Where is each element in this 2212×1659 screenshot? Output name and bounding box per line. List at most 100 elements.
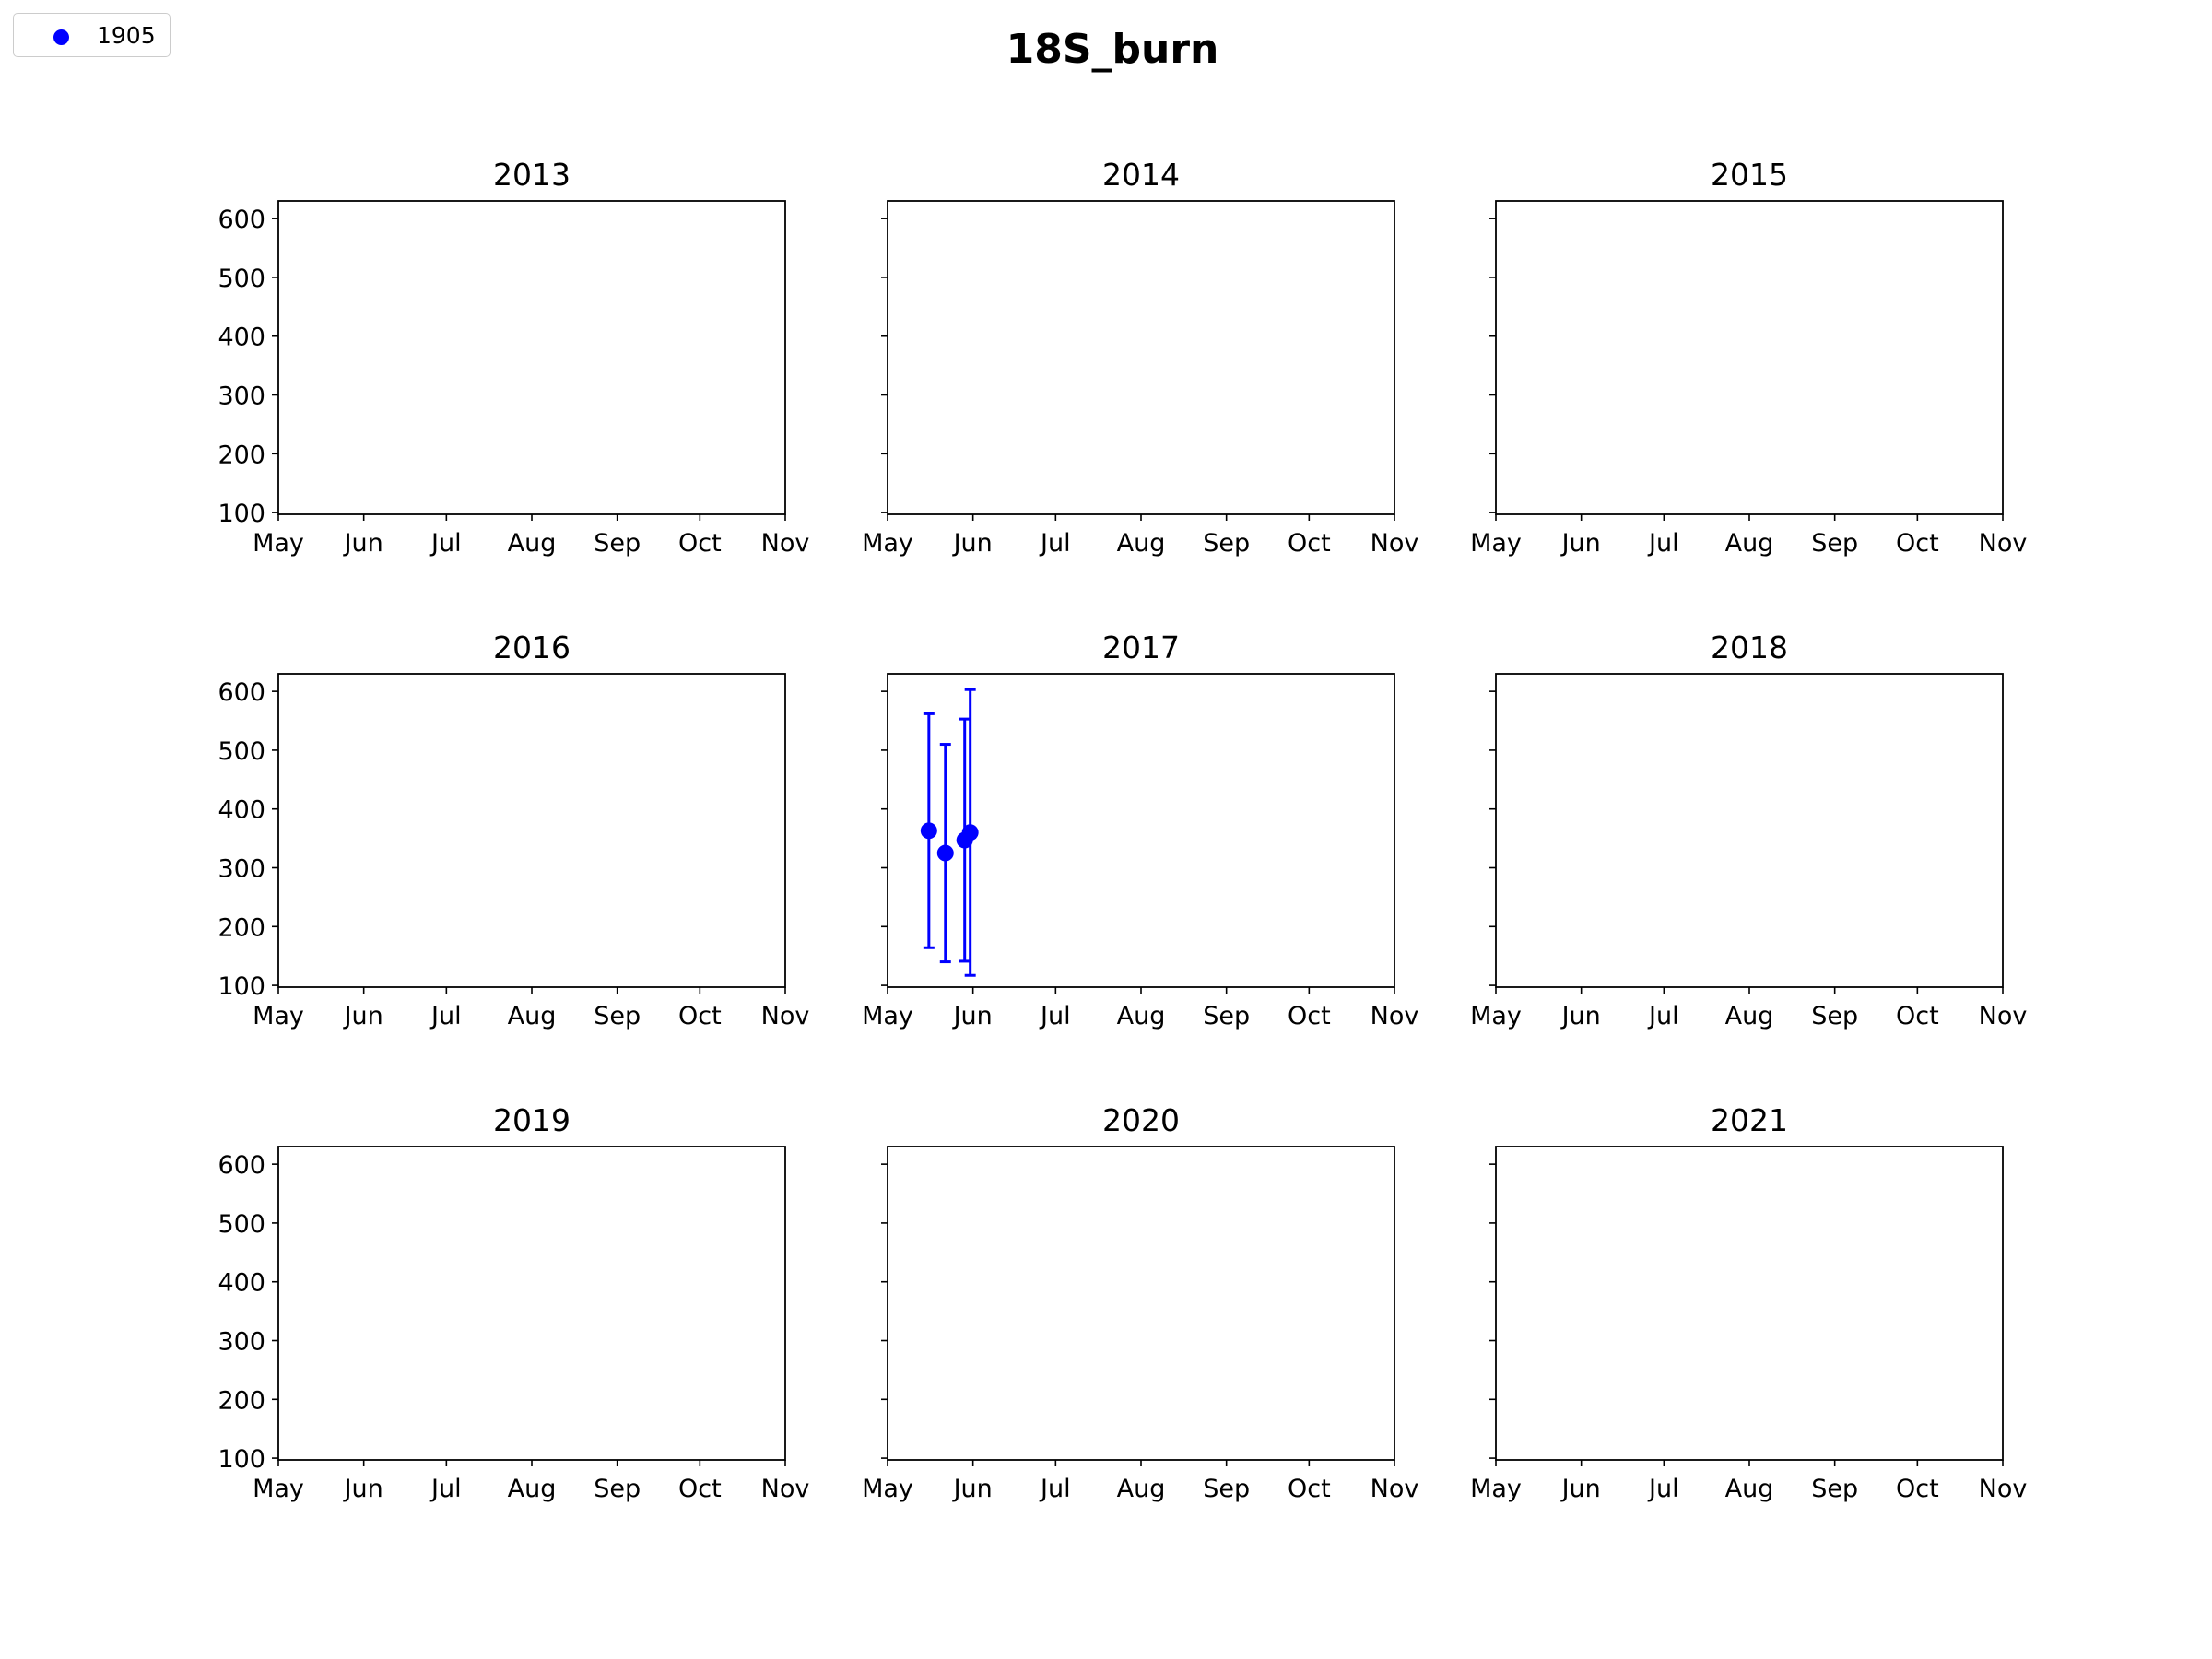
- x-tick-label: May: [253, 529, 304, 558]
- x-tick-label: Oct: [678, 1475, 722, 1503]
- y-tick-label: 100: [218, 1445, 265, 1474]
- x-tick-label: Aug: [1117, 529, 1166, 558]
- x-tick-label: Jul: [1039, 1002, 1071, 1030]
- y-tick-label: 400: [218, 1269, 265, 1298]
- x-tick-label: Oct: [678, 1002, 722, 1030]
- y-tick-label: 200: [218, 441, 265, 469]
- legend-label: 1905: [97, 22, 156, 49]
- x-tick-label: Aug: [508, 1475, 557, 1503]
- subplot-title: 2017: [1102, 629, 1180, 665]
- x-tick-label: May: [1470, 1475, 1522, 1503]
- x-tick-label: Aug: [1117, 1475, 1166, 1503]
- x-tick-label: Nov: [1371, 1475, 1419, 1503]
- x-tick-label: Jul: [1647, 529, 1679, 558]
- subplot-2020: 2020 May Jun Jul Aug Sep Oct Nov: [862, 1102, 1418, 1503]
- x-tick-label: Aug: [508, 1002, 557, 1030]
- y-tick-label: 200: [218, 913, 265, 942]
- x-tick-label: Aug: [1725, 529, 1774, 558]
- x-tick-label: Jun: [952, 1475, 993, 1503]
- subplot-2017: 2017 May Jun Jul Aug Sep Oct Nov: [862, 629, 1418, 1030]
- x-tick-label: Sep: [594, 529, 641, 558]
- plot-frame: [277, 673, 786, 988]
- x-tick-label: Jul: [1039, 1475, 1071, 1503]
- subplot-title: 2014: [1102, 157, 1180, 193]
- subplot-2013: 2013 May Jun Jul Aug Sep Oct Nov 100 200 300 400 500…: [218, 157, 809, 558]
- x-tick-label: Oct: [1288, 529, 1331, 558]
- subplot-title: 2019: [493, 1102, 571, 1138]
- x-tick-label: Nov: [1979, 529, 2028, 558]
- subplot-title: 2020: [1102, 1102, 1180, 1138]
- x-tick-label: Sep: [1203, 529, 1250, 558]
- x-tick-label: Jul: [1039, 529, 1071, 558]
- y-tick-label: 400: [218, 324, 265, 352]
- x-tick-label: May: [862, 1475, 913, 1503]
- x-tick-label: Jul: [429, 1002, 462, 1030]
- x-tick-label: Jun: [952, 1002, 993, 1030]
- x-tick-label: Nov: [761, 529, 810, 558]
- plot-frame: [1495, 200, 2004, 515]
- x-tick-label: Oct: [678, 529, 722, 558]
- x-tick-label: Oct: [1896, 1002, 1939, 1030]
- x-tick-label: Nov: [761, 1475, 810, 1503]
- x-tick-label: Nov: [1979, 1475, 2028, 1503]
- plot-frame: [887, 673, 1395, 988]
- plot-frame: [1495, 1146, 2004, 1461]
- plot-frame: [277, 200, 786, 515]
- point-marker: [936, 844, 954, 862]
- x-tick-label: Nov: [1371, 529, 1419, 558]
- x-tick-label: Oct: [1288, 1002, 1331, 1030]
- subplot-title: 2016: [493, 629, 571, 665]
- x-tick-label: May: [253, 1002, 304, 1030]
- y-tick-label: 600: [218, 1151, 265, 1180]
- x-tick-label: Aug: [508, 529, 557, 558]
- subplot-2014: 2014 May Jun Jul Aug Sep Oct Nov: [862, 157, 1418, 558]
- x-tick-label: Jun: [343, 529, 383, 558]
- plot-frame: [887, 1146, 1395, 1461]
- subplot-2018: 2018 May Jun Jul Aug Sep Oct Nov: [1470, 629, 2027, 1030]
- data-point: [920, 712, 937, 949]
- subplot-2016: 2016 May Jun Jul Aug Sep Oct Nov 100 200 300 400 500…: [218, 629, 809, 1030]
- y-tick-label: 300: [218, 382, 265, 411]
- x-tick-label: Nov: [1979, 1002, 2028, 1030]
- subplot-2021: 2021 May Jun Jul Aug Sep Oct Nov: [1470, 1102, 2027, 1503]
- x-tick-label: Sep: [1203, 1002, 1250, 1030]
- x-tick-label: Jul: [429, 1475, 462, 1503]
- x-tick-label: May: [1470, 529, 1522, 558]
- x-tick-label: Sep: [1811, 1002, 1858, 1030]
- x-tick-label: Oct: [1288, 1475, 1331, 1503]
- x-tick-label: Aug: [1725, 1475, 1774, 1503]
- x-tick-label: May: [862, 529, 913, 558]
- panels: 2013 May Jun Jul Aug Sep Oct Nov 100 200 300 400 500…: [218, 157, 2027, 1503]
- x-tick-label: Sep: [1811, 1475, 1858, 1503]
- x-tick-label: Aug: [1117, 1002, 1166, 1030]
- y-tick-label: 200: [218, 1386, 265, 1415]
- x-tick-label: May: [1470, 1002, 1522, 1030]
- y-tick-label: 600: [218, 206, 265, 234]
- plot-frame: [887, 200, 1395, 515]
- y-tick-label: 400: [218, 796, 265, 825]
- y-tick-label: 500: [218, 1210, 265, 1239]
- y-tick-label: 300: [218, 855, 265, 884]
- x-tick-label: Nov: [761, 1002, 810, 1030]
- x-tick-label: May: [862, 1002, 913, 1030]
- plot-frame: [277, 1146, 786, 1461]
- y-tick-label: 500: [218, 265, 265, 293]
- data-point: [936, 743, 954, 964]
- x-tick-label: Sep: [1811, 529, 1858, 558]
- x-tick-label: Jun: [952, 529, 993, 558]
- y-tick-label: 600: [218, 678, 265, 707]
- x-tick-label: Oct: [1896, 529, 1939, 558]
- x-tick-label: Jul: [1647, 1002, 1679, 1030]
- chart-title: 18S_burn: [1006, 26, 1219, 73]
- x-tick-label: Sep: [1203, 1475, 1250, 1503]
- x-tick-label: Aug: [1725, 1002, 1774, 1030]
- x-tick-label: Jun: [343, 1475, 383, 1503]
- x-tick-label: Oct: [1896, 1475, 1939, 1503]
- subplot-2015: 2015 May Jun Jul Aug Sep Oct Nov: [1470, 157, 2027, 558]
- x-tick-label: Nov: [1371, 1002, 1419, 1030]
- x-tick-label: Jun: [1560, 1002, 1601, 1030]
- x-tick-label: Jun: [1560, 1475, 1601, 1503]
- subplot-title: 2013: [493, 157, 571, 193]
- legend-marker: [53, 29, 69, 45]
